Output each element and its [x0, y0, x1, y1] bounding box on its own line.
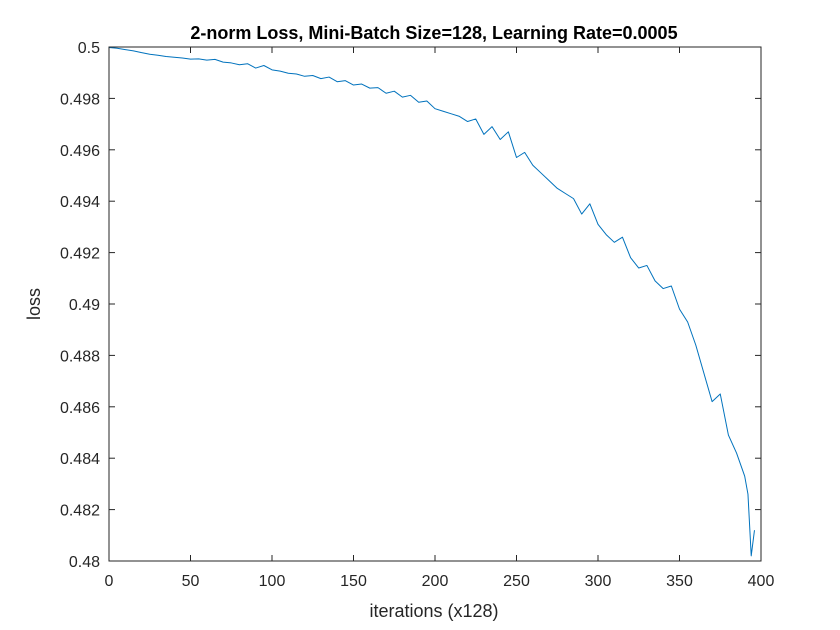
- y-tick-label: 0.486: [60, 400, 100, 417]
- x-tick-label: 200: [422, 573, 449, 590]
- y-tick-label: 0.49: [69, 297, 100, 314]
- x-tick-label: 150: [340, 573, 367, 590]
- chart-title: 2-norm Loss, Mini-Batch Size=128, Learni…: [190, 23, 677, 43]
- x-tick-label: 50: [182, 573, 200, 590]
- y-tick-label: 0.488: [60, 348, 100, 365]
- y-tick-label: 0.498: [60, 91, 100, 108]
- x-axis-label: iterations (x128): [369, 601, 498, 621]
- y-tick-label: 0.482: [60, 503, 100, 520]
- y-tick-label: 0.484: [60, 451, 100, 468]
- series-line-loss: [108, 47, 755, 557]
- axes-box: [108, 46, 762, 562]
- y-tick-label: 0.494: [60, 194, 100, 211]
- x-tick-label: 250: [503, 573, 530, 590]
- y-tick-label: 0.5: [78, 40, 100, 57]
- plot-area: [109, 47, 761, 561]
- y-tick-label: 0.48: [69, 554, 100, 571]
- y-axis-label: loss: [24, 288, 44, 320]
- x-tick-label: 100: [259, 573, 286, 590]
- x-tick-label: 350: [666, 573, 693, 590]
- x-tick-label: 400: [748, 573, 775, 590]
- ticks-layer: 0 50 100 150 200 250 300 350 400 0.48 0.482 0.484 0.…: [60, 40, 774, 590]
- x-tick-label: 0: [105, 573, 114, 590]
- y-tick-label: 0.496: [60, 143, 100, 160]
- y-tick-label: 0.492: [60, 246, 100, 263]
- x-tick-label: 300: [585, 573, 612, 590]
